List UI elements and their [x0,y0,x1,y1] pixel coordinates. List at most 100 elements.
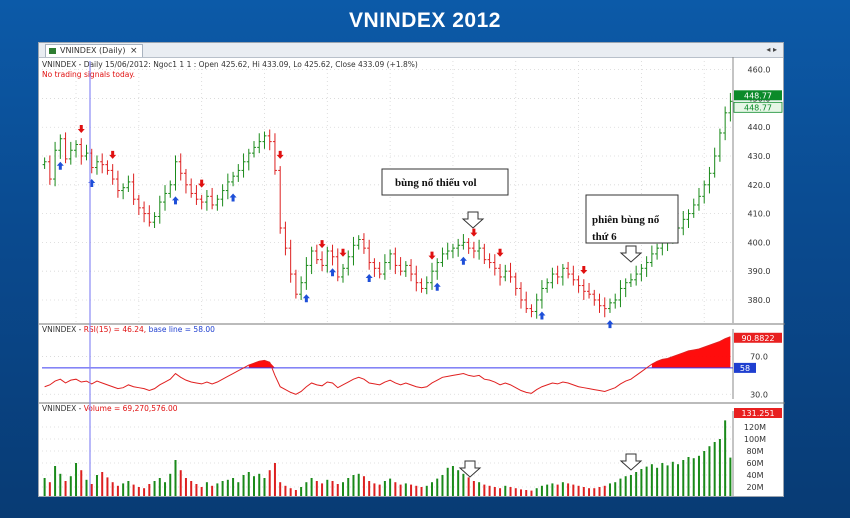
price-bar [220,184,225,207]
price-bar [681,211,686,236]
price-bar [597,293,602,313]
price-bar [587,282,592,299]
buy-signal-icon [606,320,614,329]
price-bar [163,185,168,211]
price-bar [320,251,325,272]
rsi-line [44,336,731,395]
price-bar [231,171,236,187]
price-bar [189,178,194,198]
price-bar [299,276,304,300]
volume-tick-label: 20M [746,483,763,492]
price-bar [257,133,262,154]
last-close-tag-label: 448.77 [744,103,772,112]
price-bar [283,221,288,256]
price-bar [388,249,393,270]
buy-signal-icon [229,193,237,202]
price-bar [94,155,99,175]
tab-scroll-arrows-icon[interactable]: ◂ ▸ [766,45,777,54]
volume-tick-label: 100M [744,435,766,444]
volume-tick-label: 60M [746,459,763,468]
price-bar [335,248,340,282]
price-bar [728,92,733,122]
volume-tick-label: 120M [744,423,766,432]
rsi-header-indicator: RSI(15) = 46.24, [84,325,149,334]
price-bar [53,141,58,187]
chart-canvas[interactable]: 380.0390.0400.0410.0420.0430.0440.0450.0… [39,43,785,498]
annotation-text: phiên bùng nổ [592,214,660,226]
buy-signal-icon [171,196,179,205]
price-bar [409,259,414,282]
buy-signal-icon [302,294,310,303]
price-bar [623,278,628,298]
price-bar [63,132,68,164]
price-bar [215,194,220,211]
price-bar [466,238,471,254]
price-bar [356,235,361,250]
price-bar [58,134,63,159]
price-bar [450,243,455,259]
price-bar [178,153,183,181]
signal-status: No trading signals today. [42,70,135,79]
slide-title: VNINDEX 2012 [349,9,501,32]
price-bar [204,189,209,211]
price-bar [68,141,73,165]
price-bar [351,236,356,266]
price-bar [560,263,565,286]
buy-signal-icon [56,161,64,170]
price-bar [545,278,550,293]
price-tick-label: 460.0 [748,66,771,75]
price-bar [367,239,372,270]
price-bar [136,194,141,216]
price-bar [110,164,115,185]
price-bar [304,257,309,290]
hollow-down-arrow-icon [461,211,485,229]
price-bar [702,180,707,204]
price-bar [47,155,52,185]
price-bar [246,148,251,171]
close-icon[interactable]: × [129,46,138,56]
price-tick-label: 390.0 [748,267,771,276]
price-bar [592,289,597,306]
price-header: VNINDEX - Daily 15/06/2012: Ngoc1 1 1 : … [42,60,418,69]
price-bar [445,242,450,260]
price-tick-label: 380.0 [748,296,771,305]
sell-signal-icon [198,179,206,188]
price-bar [550,267,555,289]
price-bar [314,244,319,264]
volume-header-name: VNINDEX - [42,404,84,413]
price-bar [691,198,696,218]
price-bar [508,262,513,283]
price-bar [121,183,126,200]
rsi-value-tag-label: 90.8822 [741,334,774,343]
buy-signal-icon [329,268,337,277]
price-bar [634,265,639,286]
price-bar [712,147,717,178]
price-bar [471,241,476,259]
buy-signal-icon [365,274,373,283]
price-bar [210,187,215,210]
price-bar [576,275,581,293]
tab-label: VNINDEX (Daily) [60,46,126,55]
price-bar [628,273,633,288]
price-bar [555,265,560,285]
price-bar [456,238,461,257]
chart-icon [49,48,56,54]
price-bar [419,278,424,293]
price-bar [330,244,335,266]
buy-signal-icon [433,282,441,291]
price-bar [42,157,47,169]
volume-value-tag-label: 131.251 [741,409,774,418]
price-bar [566,261,571,279]
price-bar [147,205,152,227]
price-bar [236,164,241,182]
price-bar [461,234,466,250]
price-bar [126,175,131,192]
tab-vnindex-daily[interactable]: VNINDEX (Daily) × [45,44,143,57]
price-bar [84,144,89,161]
annotation-text: bùng nổ thiếu vol [395,177,477,189]
price-bar [723,106,728,141]
price-bar [644,256,649,277]
buy-signal-icon [88,179,96,188]
volume-tick-label: 80M [746,447,763,456]
rsi-tick-label: 70.0 [750,353,768,362]
